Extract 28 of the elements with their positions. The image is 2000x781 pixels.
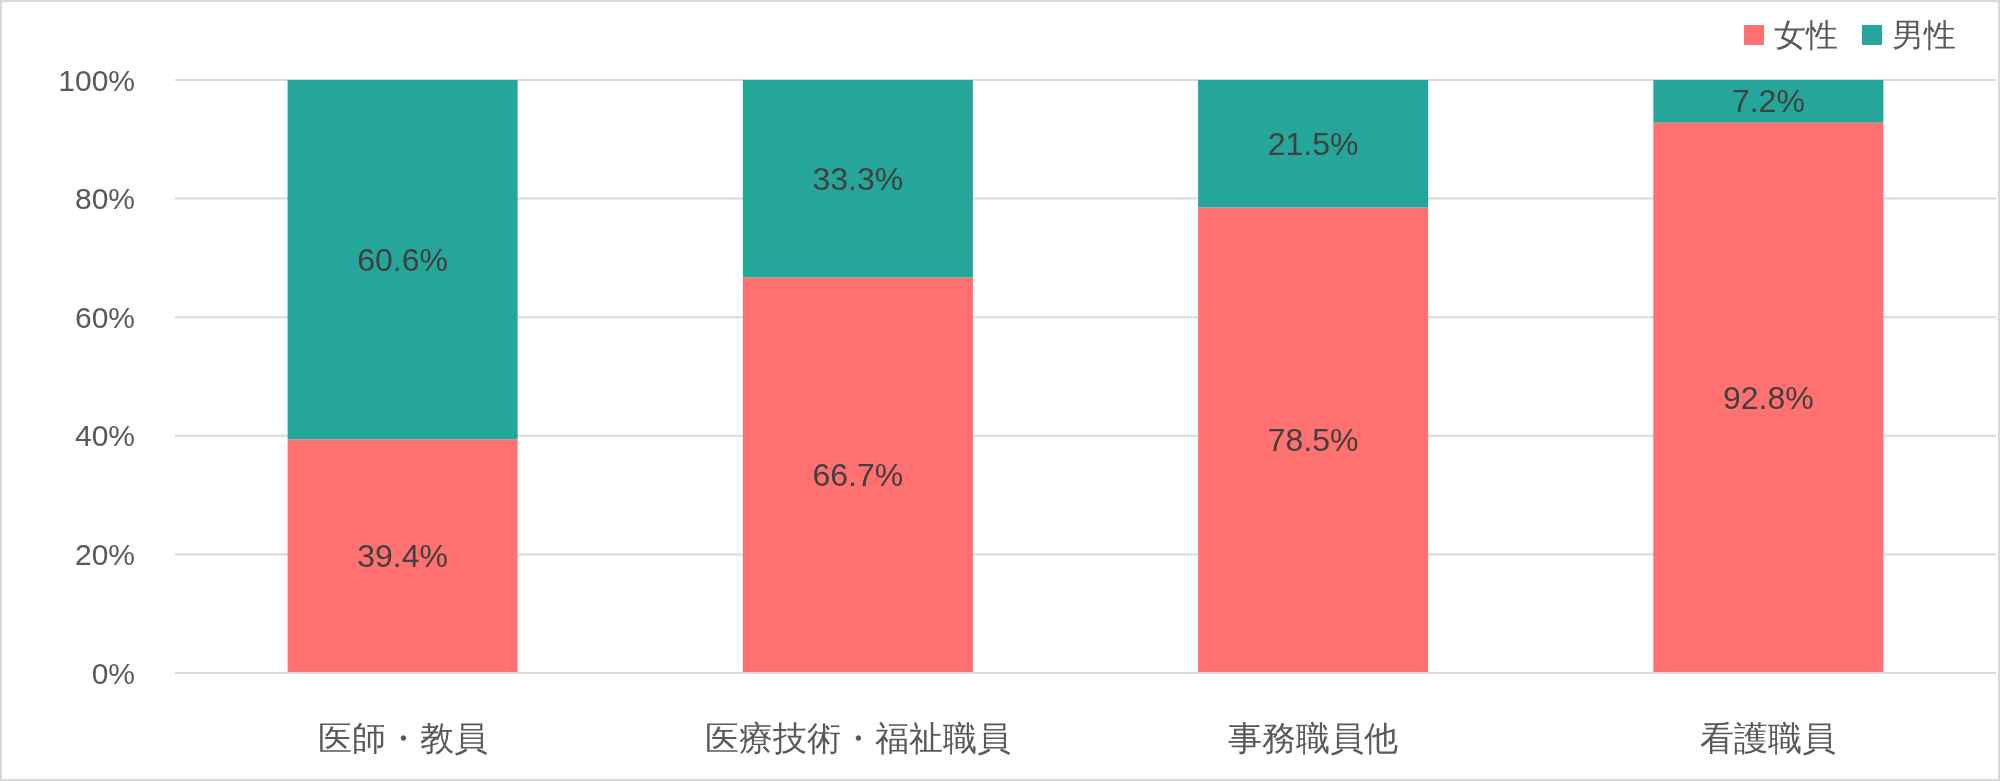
y-tick-label: 20% xyxy=(74,537,135,571)
y-tick-label: 80% xyxy=(74,182,135,216)
bar xyxy=(287,80,518,440)
data-label: 39.4% xyxy=(357,538,448,575)
legend-label: 女性 xyxy=(1774,17,1838,53)
y-tick-label: 60% xyxy=(74,300,135,334)
x-tick-label: 医療技術・福祉職員 xyxy=(704,719,1011,757)
x-tick-label: 看護職員 xyxy=(1700,719,1837,757)
bar xyxy=(287,439,518,673)
legend-label: 男性 xyxy=(1892,17,1956,53)
y-tick-label: 0% xyxy=(91,656,135,690)
bar xyxy=(1653,122,1884,673)
bar xyxy=(742,277,973,673)
bar xyxy=(1653,80,1884,123)
data-label: 60.6% xyxy=(357,241,448,278)
x-tick-label: 事務職員他 xyxy=(1228,719,1399,757)
data-label: 92.8% xyxy=(1723,379,1814,416)
bar xyxy=(1198,80,1429,208)
data-label: 21.5% xyxy=(1267,125,1359,162)
x-tick-label: 医師・教員 xyxy=(317,719,488,757)
data-label: 66.7% xyxy=(812,457,904,494)
data-label: 78.5% xyxy=(1267,422,1359,459)
y-tick-label: 100% xyxy=(58,63,135,97)
data-label: 33.3% xyxy=(812,160,904,197)
bar xyxy=(742,80,973,278)
y-tick-label: 40% xyxy=(74,419,135,453)
data-label: 7.2% xyxy=(1731,83,1805,120)
bar xyxy=(1198,207,1429,673)
